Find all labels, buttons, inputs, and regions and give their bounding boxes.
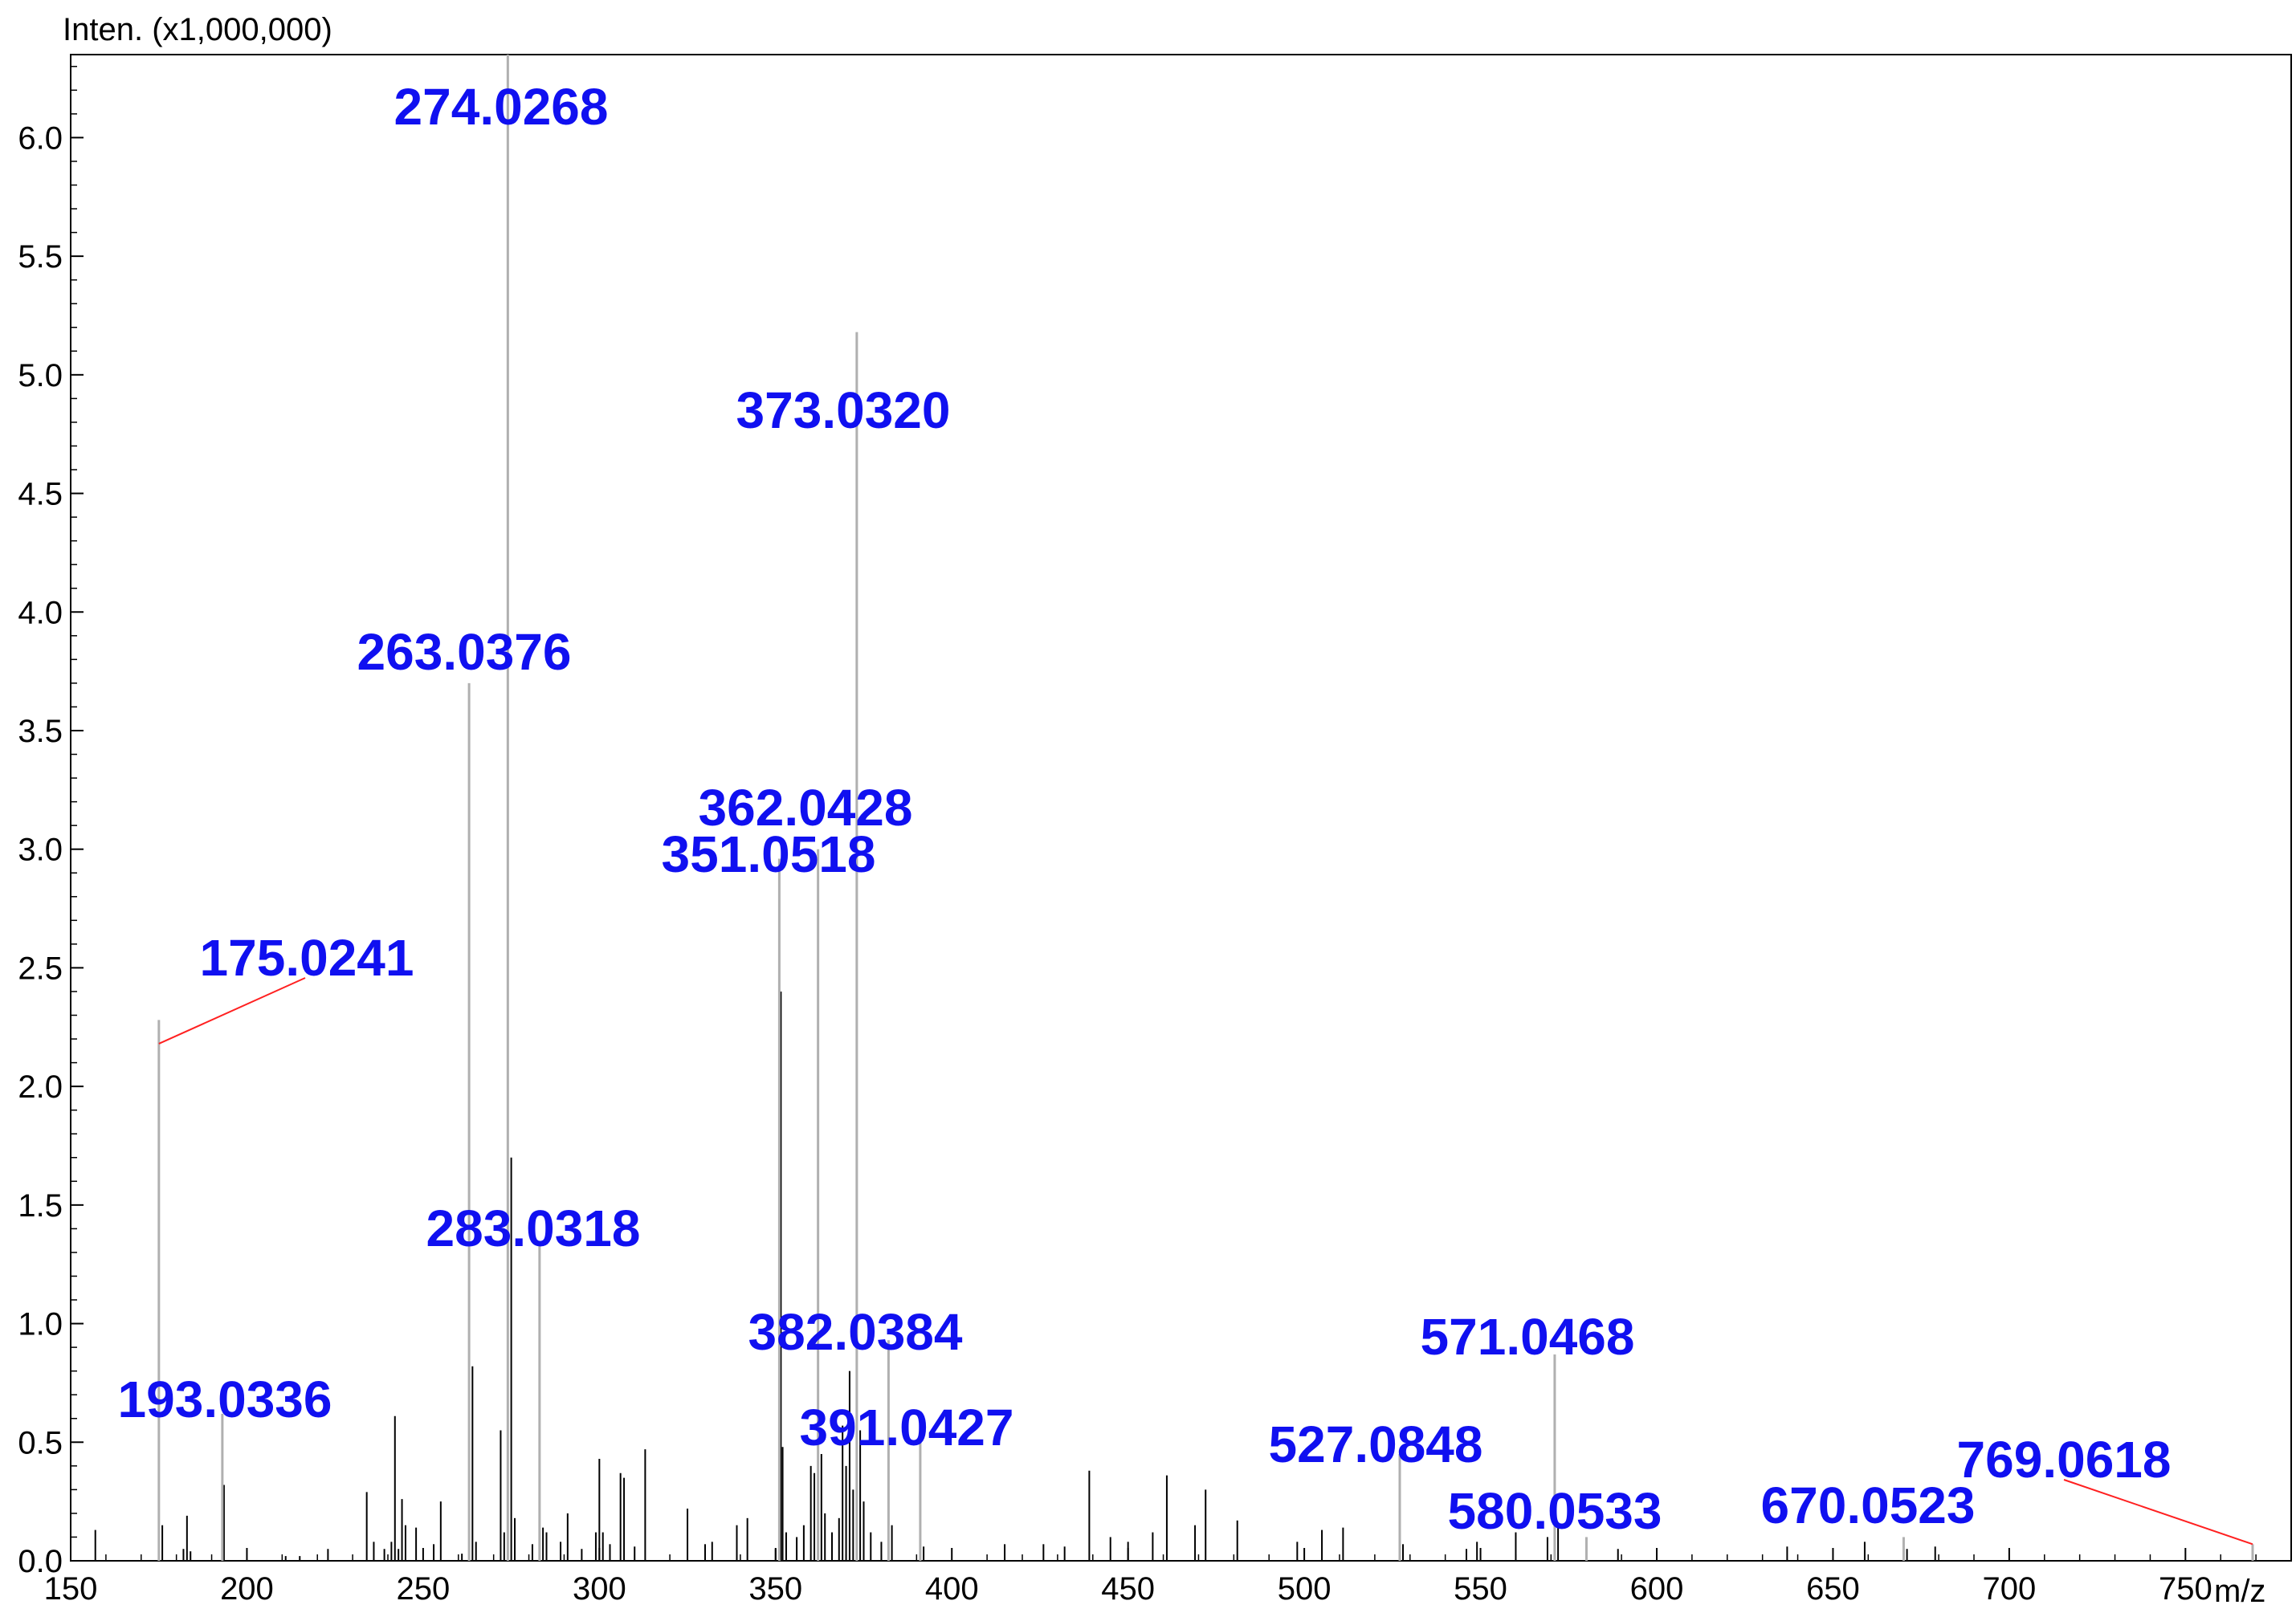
x-tick-label: 350 — [748, 1571, 802, 1607]
y-tick-label: 2.0 — [18, 1069, 63, 1105]
y-tick-label: 5.5 — [18, 239, 63, 275]
y-tick-label: 6.0 — [18, 120, 63, 156]
peak-label: 263.0376 — [357, 623, 572, 681]
y-tick-label: 5.0 — [18, 358, 63, 393]
peak-label: 527.0848 — [1269, 1415, 1483, 1473]
label-leader-lines — [158, 977, 2253, 1546]
y-tick-label: 0.0 — [18, 1544, 63, 1579]
peak-label: 670.0523 — [1761, 1476, 1976, 1534]
x-tick-label: 200 — [220, 1571, 274, 1607]
x-tick-label: 450 — [1101, 1571, 1155, 1607]
x-tick-label: 250 — [397, 1571, 451, 1607]
x-axis-title: m/z — [2214, 1574, 2265, 1609]
x-tick-label: 750 — [2159, 1571, 2212, 1607]
x-tick-label: 400 — [925, 1571, 979, 1607]
peak-label-leader — [2063, 1479, 2253, 1546]
peak-label: 580.0533 — [1448, 1482, 1662, 1540]
peak-label: 274.0268 — [394, 78, 609, 136]
y-tick-label: 0.5 — [18, 1425, 63, 1460]
y-tick-label: 1.0 — [18, 1307, 63, 1342]
y-tick-label: 3.0 — [18, 833, 63, 868]
peak-label: 391.0427 — [800, 1399, 1014, 1456]
x-tick-label: 150 — [44, 1571, 98, 1607]
peak-label: 382.0384 — [748, 1303, 963, 1361]
peak-labels: 175.0241 193.0336 263.0376 274.0268 283.0318… — [118, 78, 2172, 1540]
axis-ticks: 150 200 250 300 350 400 450 500 550 600 650 700 750 0… — [18, 66, 2257, 1607]
y-tick-label: 2.5 — [18, 951, 63, 986]
peak-label: 193.0336 — [118, 1371, 332, 1428]
x-tick-label: 550 — [1454, 1571, 1507, 1607]
x-tick-label: 300 — [573, 1571, 626, 1607]
x-tick-label: 700 — [1983, 1571, 2037, 1607]
peak-label: 769.0618 — [1957, 1431, 2172, 1489]
peak-label-leader — [158, 977, 306, 1045]
peak-label: 362.0428 — [699, 779, 913, 837]
y-tick-label: 3.5 — [18, 714, 63, 749]
peak-label: 373.0320 — [736, 381, 951, 439]
plot-frame — [70, 54, 2292, 1562]
x-tick-label: 600 — [1630, 1571, 1684, 1607]
peak-series — [94, 55, 2254, 1561]
y-tick-label: 4.0 — [18, 595, 63, 630]
peak-label: 351.0518 — [662, 825, 876, 883]
x-tick-label: 500 — [1278, 1571, 1332, 1607]
y-axis-title: Inten. (x1,000,000) — [63, 12, 332, 47]
y-tick-label: 4.5 — [18, 477, 63, 512]
y-tick-label: 1.5 — [18, 1188, 63, 1224]
peak-label: 175.0241 — [200, 929, 414, 987]
x-tick-label: 650 — [1806, 1571, 1860, 1607]
peak-label: 571.0468 — [1421, 1308, 1635, 1366]
peak-label: 283.0318 — [426, 1200, 641, 1257]
